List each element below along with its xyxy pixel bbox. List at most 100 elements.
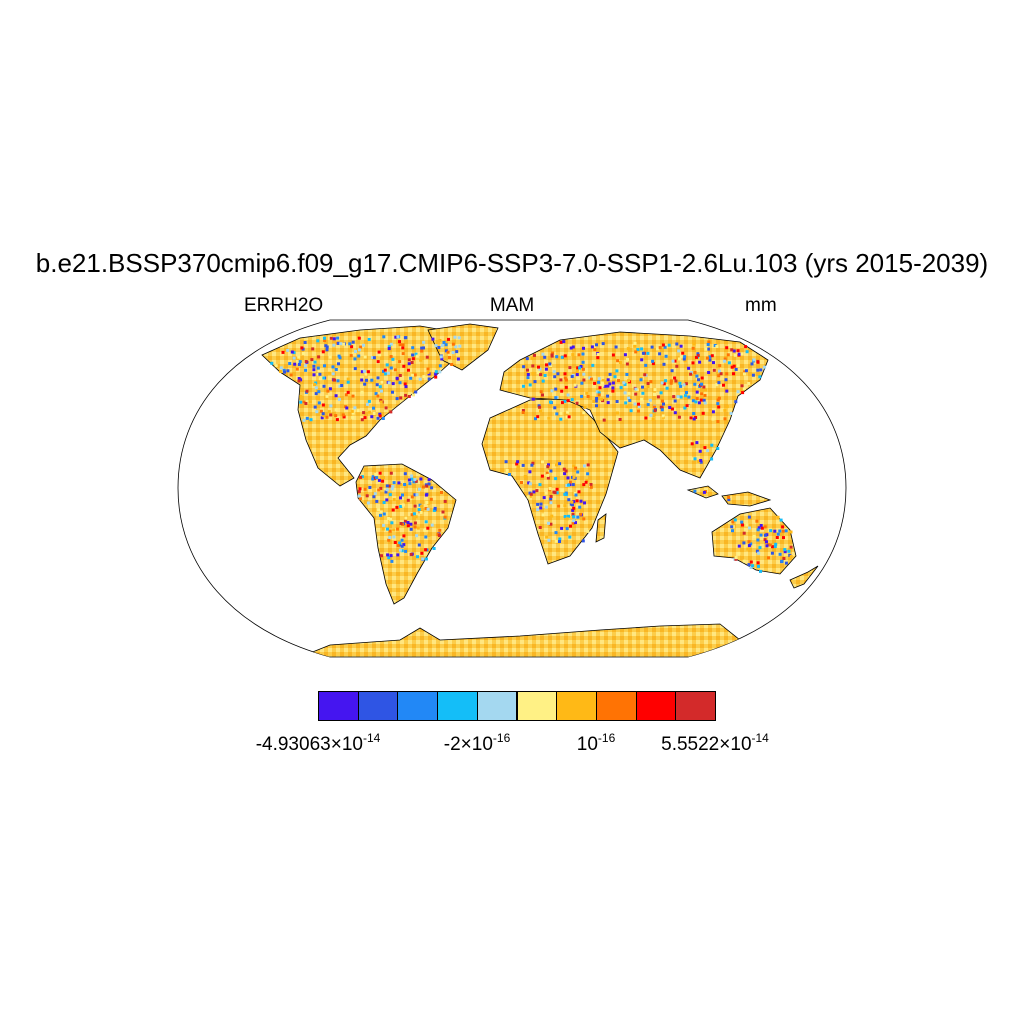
data-cell: [741, 523, 744, 527]
data-cell: [380, 554, 383, 558]
data-cell: [528, 482, 532, 486]
data-cell: [422, 485, 425, 489]
data-cell: [560, 355, 564, 359]
data-cell: [353, 367, 357, 371]
data-cell: [375, 383, 379, 387]
data-cell: [407, 362, 411, 366]
variable-label: ERRH2O: [244, 295, 324, 316]
data-cell: [646, 351, 650, 355]
data-cell: [316, 372, 320, 376]
data-cell: [543, 355, 547, 359]
data-cell: [603, 384, 607, 388]
data-cell: [375, 476, 379, 480]
data-cell: [309, 400, 312, 404]
data-cell: [438, 339, 442, 342]
data-cell: [367, 338, 371, 341]
data-cell: [700, 392, 704, 396]
data-cell: [538, 483, 542, 487]
data-cell: [596, 356, 600, 360]
data-cell: [317, 401, 321, 405]
data-cell: [626, 358, 629, 361]
data-cell: [571, 508, 575, 512]
data-cell: [424, 557, 428, 561]
data-cell: [545, 471, 549, 475]
data-cell: [555, 491, 559, 495]
data-cell: [722, 383, 725, 387]
data-cell: [321, 350, 325, 354]
data-cell: [516, 460, 520, 464]
data-cell: [391, 382, 395, 386]
data-cell: [611, 353, 615, 357]
data-cell: [682, 357, 686, 361]
data-cell: [521, 411, 525, 414]
data-cell: [555, 463, 558, 467]
data-cell: [742, 559, 746, 563]
data-cell: [697, 401, 701, 405]
data-cell: [328, 371, 331, 375]
data-cell: [385, 488, 389, 492]
data-cell: [387, 517, 390, 520]
data-cell: [591, 363, 595, 367]
data-cell: [651, 359, 655, 363]
data-cell: [661, 343, 665, 347]
data-cell: [435, 365, 439, 369]
data-cell: [683, 406, 687, 410]
data-cell: [696, 354, 700, 357]
data-cell: [565, 517, 569, 521]
data-cell: [689, 371, 693, 374]
data-cell: [360, 475, 364, 479]
data-cell: [322, 414, 326, 418]
data-cell: [416, 526, 420, 530]
data-cell: [424, 535, 428, 539]
data-cell: [756, 368, 760, 372]
data-cell: [582, 517, 586, 521]
data-cell: [439, 355, 443, 359]
data-cell: [613, 375, 617, 379]
data-cell: [406, 521, 410, 524]
data-cell: [505, 469, 509, 472]
data-cell: [424, 520, 428, 524]
data-cell: [743, 372, 746, 376]
data-cell: [661, 414, 665, 418]
data-cell: [539, 502, 543, 506]
data-cell: [691, 399, 695, 403]
data-cell: [553, 491, 557, 495]
data-cell: [597, 380, 601, 384]
data-cell: [289, 373, 293, 377]
colorbar-box-6: [516, 691, 558, 721]
colorbar-label-1: -4.93063×10-14: [255, 731, 381, 755]
data-cell: [400, 538, 404, 542]
data-cell: [366, 501, 370, 505]
data-cell: [563, 492, 567, 496]
data-cell: [533, 353, 536, 357]
data-cell: [327, 410, 331, 414]
data-cell: [732, 349, 736, 353]
data-cell: [387, 538, 391, 542]
data-cell: [521, 409, 525, 412]
data-cell: [756, 561, 760, 565]
data-cell: [706, 347, 710, 351]
data-cell: [374, 473, 378, 476]
data-cell: [412, 393, 415, 397]
data-cell: [441, 510, 445, 514]
data-cell: [671, 407, 674, 411]
data-cell: [675, 364, 679, 368]
data-cell: [451, 342, 455, 346]
data-cell: [415, 534, 419, 538]
data-cell: [321, 403, 325, 407]
data-cell: [541, 460, 544, 464]
data-cell: [687, 366, 691, 370]
data-cell: [403, 382, 407, 386]
data-cell: [566, 410, 570, 414]
data-cell: [763, 365, 767, 369]
data-cell: [446, 350, 450, 354]
data-cell: [374, 392, 378, 396]
data-cell: [749, 560, 753, 564]
data-cell: [422, 346, 425, 350]
data-cell: [350, 345, 354, 349]
data-cell: [582, 378, 586, 382]
data-cell: [309, 418, 313, 422]
data-cell: [733, 518, 737, 522]
data-cell: [673, 411, 677, 415]
data-cell: [531, 397, 535, 401]
